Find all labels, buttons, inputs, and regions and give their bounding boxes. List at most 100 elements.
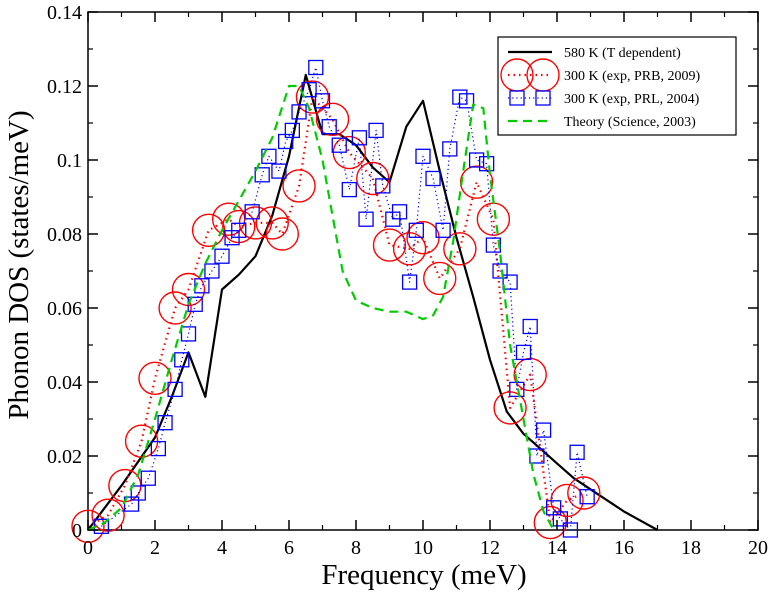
data-point <box>314 93 331 109</box>
data-point <box>425 170 441 187</box>
x-tick-label: 10 <box>413 537 433 559</box>
tick-layer: 0 2 4 6 8 10 12 14 16 18 20 0 0.02 0.04 0.06 0.08 0.1 0.1… <box>47 2 768 559</box>
data-point <box>567 476 601 510</box>
legend-item: 580 K (T dependent) <box>508 46 681 61</box>
legend-item: Theory (Science, 2003) <box>508 115 696 130</box>
data-point <box>442 141 458 157</box>
y-axis-title: Phonon DOS (states/meV) <box>3 110 35 419</box>
series-0 <box>87 73 659 531</box>
legend-label: Theory (Science, 2003) <box>564 115 696 130</box>
legend-item: 300 K (exp, PRL, 2004) <box>508 90 700 107</box>
y-tick-label: 0.14 <box>47 2 82 24</box>
data-point <box>522 318 538 335</box>
data-point <box>368 122 384 139</box>
x-tick-label: 8 <box>351 537 361 559</box>
data-point <box>435 222 451 238</box>
x-tick-label: 14 <box>547 537 567 559</box>
series-line <box>87 84 555 532</box>
series-line <box>87 73 659 531</box>
data-point <box>415 148 431 164</box>
data-point <box>150 440 167 457</box>
data-point <box>157 415 173 431</box>
data-point <box>71 509 105 543</box>
series-layer <box>71 59 659 543</box>
legend-swatch-marker <box>509 90 525 106</box>
data-point <box>485 237 502 253</box>
legend-item: 300 K (exp, PRB, 2009) <box>500 58 700 92</box>
x-tick-label: 0 <box>83 537 93 559</box>
data-point <box>167 381 183 398</box>
data-point <box>191 213 226 248</box>
data-point <box>423 261 457 296</box>
legend-label: 300 K (exp, PRL, 2004) <box>564 92 700 107</box>
data-point <box>341 181 357 198</box>
data-point <box>284 122 301 139</box>
x-tick-label: 6 <box>284 537 294 559</box>
data-point <box>502 274 518 290</box>
data-point <box>291 104 307 120</box>
data-point <box>231 222 247 238</box>
data-point <box>579 489 595 505</box>
x-tick-label: 20 <box>748 537 768 559</box>
y-tick-label: 0.02 <box>47 446 82 468</box>
data-point <box>130 485 146 501</box>
legend-box <box>497 36 737 136</box>
data-point <box>515 344 532 361</box>
data-point <box>315 102 350 137</box>
x-tick-label: 4 <box>217 537 227 559</box>
data-point <box>458 93 475 109</box>
x-axis-title: Frequency (meV) <box>321 559 526 591</box>
y-tick-label: 0.08 <box>47 224 82 246</box>
data-point <box>321 119 337 135</box>
data-point <box>174 352 190 368</box>
data-point <box>180 326 197 342</box>
data-point <box>391 204 408 220</box>
data-point <box>194 278 210 294</box>
data-point <box>308 59 324 76</box>
data-point <box>358 211 374 227</box>
data-point <box>244 204 260 220</box>
data-point <box>295 80 330 114</box>
series-3 <box>87 84 555 532</box>
data-point <box>138 361 172 395</box>
data-point <box>552 511 568 527</box>
data-point <box>569 444 585 460</box>
series-1 <box>71 80 601 543</box>
data-point <box>254 167 270 183</box>
data-point <box>282 169 316 203</box>
x-tick-label: 12 <box>480 537 500 559</box>
data-point <box>562 522 579 538</box>
data-point <box>478 156 495 172</box>
data-point <box>265 217 299 251</box>
data-point <box>140 470 156 486</box>
x-tick-label: 16 <box>614 537 634 559</box>
series-2 <box>93 59 595 538</box>
legend-label: 300 K (exp, PRB, 2009) <box>564 69 700 84</box>
legend-label: 580 K (T dependent) <box>564 46 681 61</box>
data-point <box>372 228 407 262</box>
legend-swatch-marker <box>535 90 551 106</box>
data-point <box>255 206 289 240</box>
data-point <box>214 248 230 264</box>
data-point <box>492 263 508 279</box>
data-point <box>468 152 485 168</box>
y-tick-label: 0.12 <box>47 76 82 98</box>
data-point <box>535 422 552 438</box>
data-point <box>408 222 424 238</box>
data-point <box>271 163 287 179</box>
data-point <box>351 130 368 146</box>
y-tick-label: 0.1 <box>57 150 82 172</box>
y-tick-label: 0.06 <box>47 298 82 320</box>
x-tick-label: 18 <box>681 537 701 559</box>
data-point <box>375 178 391 194</box>
data-point <box>158 291 192 325</box>
data-point <box>301 82 317 98</box>
data-point <box>476 202 511 236</box>
legend: 580 K (T dependent) 300 K (exp, PRB, 2009… <box>497 36 737 136</box>
y-tick-label: 0.04 <box>47 372 82 394</box>
data-point <box>331 137 347 153</box>
data-point <box>401 274 418 290</box>
x-tick-label: 2 <box>150 537 160 559</box>
y-tick-label: 0 <box>72 520 82 542</box>
